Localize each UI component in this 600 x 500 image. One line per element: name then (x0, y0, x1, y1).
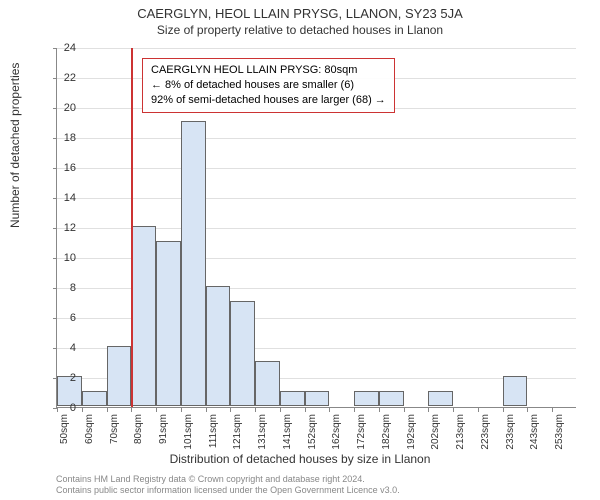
xtick-mark (527, 408, 528, 412)
xtick-label: 152sqm (307, 414, 318, 450)
xtick-label: 172sqm (356, 414, 367, 450)
chart-title: CAERGLYN, HEOL LLAIN PRYSG, LLANON, SY23… (0, 0, 600, 21)
histogram-bar (131, 226, 156, 406)
info-box-line: CAERGLYN HEOL LLAIN PRYSG: 80sqm (151, 63, 386, 78)
plot-region: CAERGLYN HEOL LLAIN PRYSG: 80sqm← 8% of … (56, 48, 576, 408)
xtick-label: 80sqm (133, 414, 144, 444)
histogram-bar (206, 286, 231, 406)
footer-line-1: Contains HM Land Registry data © Crown c… (56, 474, 400, 485)
histogram-bar (503, 376, 528, 406)
ytick-label: 8 (46, 282, 76, 294)
xtick-mark (280, 408, 281, 412)
xtick-label: 192sqm (406, 414, 417, 450)
xtick-label: 91sqm (158, 414, 169, 444)
xtick-mark (255, 408, 256, 412)
xtick-mark (181, 408, 182, 412)
histogram-bar (107, 346, 132, 406)
ytick-label: 16 (46, 162, 76, 174)
xtick-label: 70sqm (109, 414, 120, 444)
xtick-label: 50sqm (59, 414, 70, 444)
xtick-mark (230, 408, 231, 412)
ytick-label: 20 (46, 102, 76, 114)
marker-line (131, 48, 133, 407)
y-axis-label: Number of detached properties (8, 63, 22, 228)
ytick-label: 2 (46, 372, 76, 384)
ytick-label: 4 (46, 342, 76, 354)
xtick-mark (206, 408, 207, 412)
chart-area: CAERGLYN HEOL LLAIN PRYSG: 80sqm← 8% of … (56, 48, 576, 408)
info-box: CAERGLYN HEOL LLAIN PRYSG: 80sqm← 8% of … (142, 58, 395, 113)
xtick-label: 101sqm (183, 414, 194, 450)
xtick-label: 253sqm (554, 414, 565, 450)
gridline (57, 168, 576, 169)
xtick-mark (354, 408, 355, 412)
info-box-line: ← 8% of detached houses are smaller (6) (151, 78, 386, 93)
ytick-label: 0 (46, 402, 76, 414)
xtick-mark (453, 408, 454, 412)
histogram-bar (280, 391, 305, 406)
xtick-label: 182sqm (381, 414, 392, 450)
xtick-label: 121sqm (232, 414, 243, 450)
ytick-label: 18 (46, 132, 76, 144)
info-box-line: 92% of semi-detached houses are larger (… (151, 93, 386, 108)
histogram-bar (428, 391, 453, 406)
xtick-label: 233sqm (505, 414, 516, 450)
ytick-label: 24 (46, 42, 76, 54)
xtick-mark (428, 408, 429, 412)
histogram-bar (181, 121, 206, 406)
xtick-mark (503, 408, 504, 412)
ytick-label: 6 (46, 312, 76, 324)
gridline (57, 198, 576, 199)
chart-container: CAERGLYN, HEOL LLAIN PRYSG, LLANON, SY23… (0, 0, 600, 500)
xtick-mark (404, 408, 405, 412)
gridline (57, 48, 576, 49)
xtick-label: 213sqm (455, 414, 466, 450)
xtick-label: 202sqm (430, 414, 441, 450)
xtick-mark (305, 408, 306, 412)
xtick-mark (379, 408, 380, 412)
xtick-label: 243sqm (529, 414, 540, 450)
xtick-label: 223sqm (480, 414, 491, 450)
ytick-label: 14 (46, 192, 76, 204)
xtick-label: 141sqm (282, 414, 293, 450)
xtick-mark (131, 408, 132, 412)
histogram-bar (379, 391, 404, 406)
xtick-label: 60sqm (84, 414, 95, 444)
xtick-mark (329, 408, 330, 412)
histogram-bar (156, 241, 181, 406)
ytick-label: 12 (46, 222, 76, 234)
histogram-bar (230, 301, 255, 406)
xtick-mark (107, 408, 108, 412)
x-axis-label: Distribution of detached houses by size … (0, 452, 600, 466)
footer: Contains HM Land Registry data © Crown c… (56, 474, 400, 497)
xtick-mark (552, 408, 553, 412)
xtick-label: 111sqm (208, 414, 219, 448)
xtick-mark (478, 408, 479, 412)
gridline (57, 138, 576, 139)
chart-subtitle: Size of property relative to detached ho… (0, 21, 600, 37)
xtick-mark (156, 408, 157, 412)
histogram-bar (255, 361, 280, 406)
histogram-bar (305, 391, 330, 406)
footer-line-2: Contains public sector information licen… (56, 485, 400, 496)
ytick-label: 10 (46, 252, 76, 264)
xtick-label: 162sqm (331, 414, 342, 450)
histogram-bar (354, 391, 379, 406)
xtick-label: 131sqm (257, 414, 268, 450)
histogram-bar (82, 391, 107, 406)
ytick-label: 22 (46, 72, 76, 84)
xtick-mark (82, 408, 83, 412)
